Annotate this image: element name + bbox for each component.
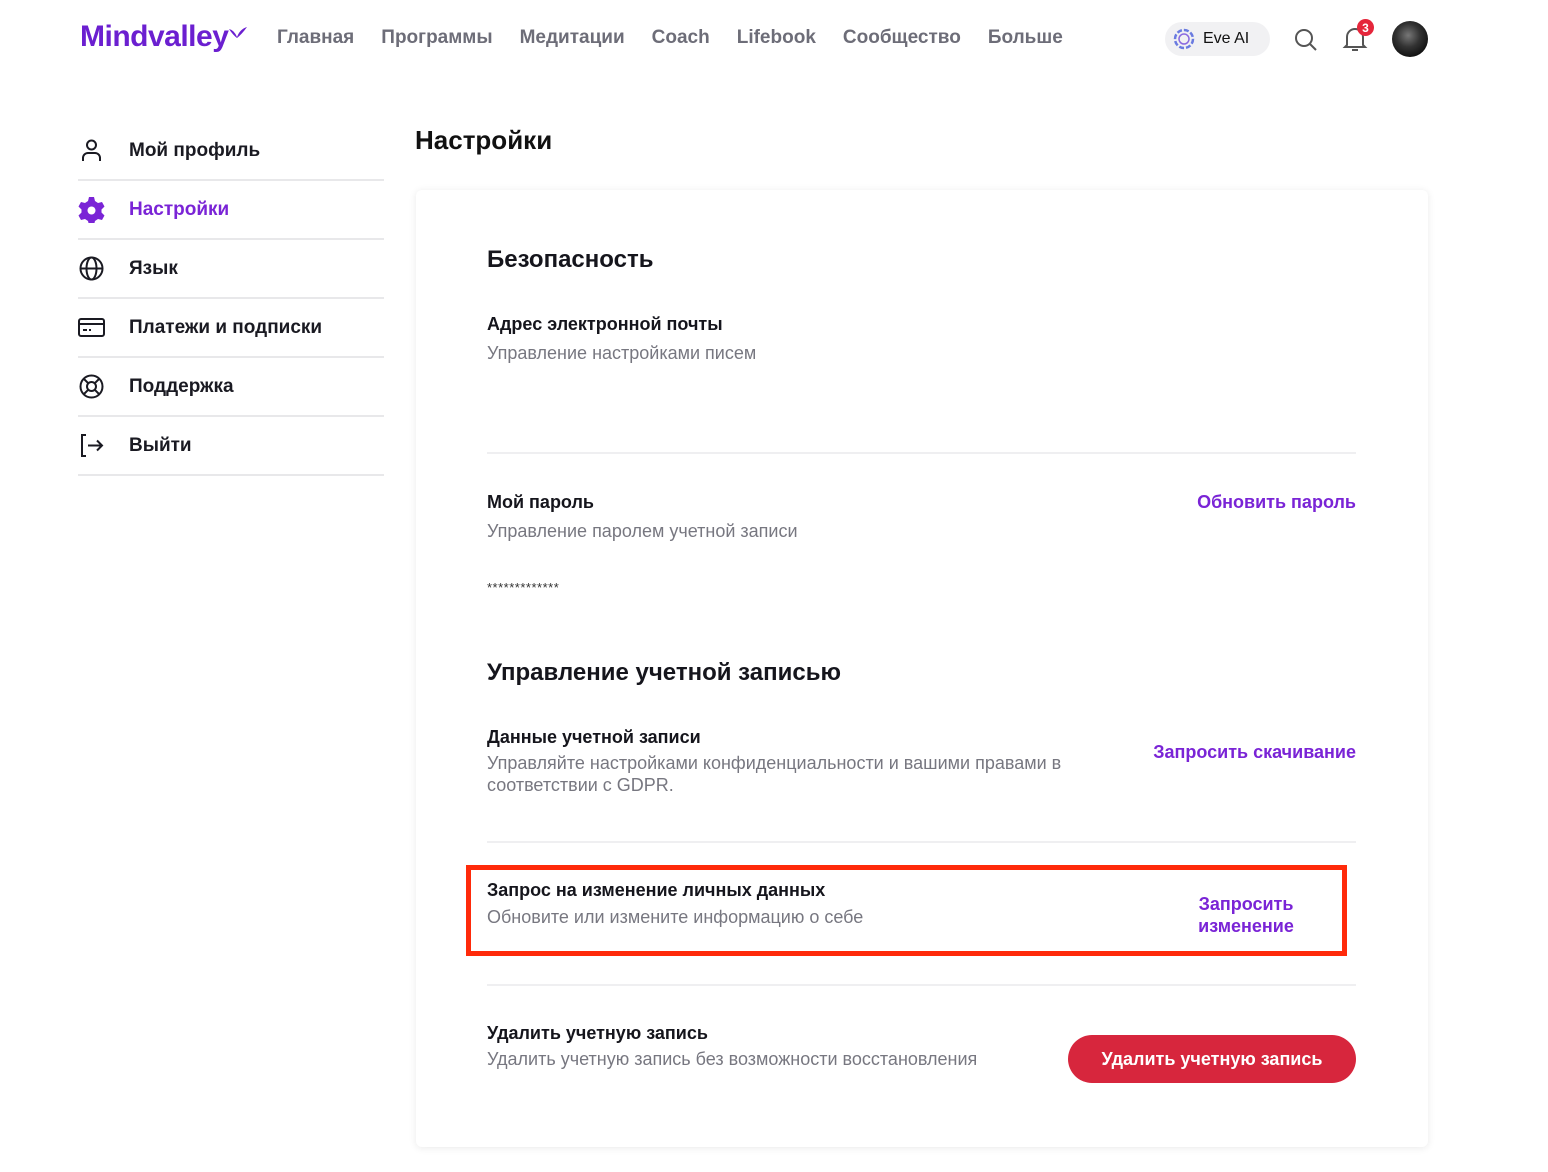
- account-data-label: Данные учетной записи: [487, 727, 701, 747]
- security-heading: Безопасность: [487, 246, 654, 273]
- sidebar-item-support[interactable]: Поддержка: [78, 358, 384, 417]
- nav-lifebook[interactable]: Lifebook: [736, 27, 816, 48]
- search-icon[interactable]: [1293, 27, 1319, 53]
- gear-icon: [78, 197, 105, 223]
- nav-programs[interactable]: Программы: [381, 27, 493, 48]
- sidebar: Мой профиль Настройки Язык Платежи и под…: [78, 122, 384, 476]
- lifebuoy-icon: [79, 374, 104, 399]
- notification-badge: 3: [1357, 19, 1374, 36]
- divider: [487, 984, 1356, 986]
- nav-community[interactable]: Сообщество: [842, 27, 961, 48]
- delete-account-label: Удалить учетную запись: [487, 1023, 708, 1043]
- request-download-link[interactable]: Запросить скачивание: [1153, 742, 1356, 762]
- password-label: Мой пароль: [487, 492, 594, 512]
- password-sub: Управление паролем учетной записи: [487, 521, 798, 541]
- delete-account-sub: Удалить учетную запись без возможности в…: [487, 1049, 978, 1069]
- request-change-link[interactable]: Запросить изменение: [1198, 894, 1294, 936]
- nav-meditations[interactable]: Медитации: [519, 27, 625, 48]
- highlight-box: [466, 865, 1347, 956]
- sidebar-item-logout[interactable]: Выйти: [78, 417, 384, 476]
- page-title: Настройки: [415, 125, 553, 155]
- sidebar-item-profile[interactable]: Мой профиль: [78, 122, 384, 181]
- nav-more[interactable]: Больше: [987, 27, 1063, 48]
- notifications-button[interactable]: 3: [1342, 19, 1374, 53]
- avatar[interactable]: [1392, 21, 1428, 57]
- divider: [487, 841, 1356, 843]
- logout-icon: [81, 434, 104, 457]
- account-heading: Управление учетной записью: [487, 659, 841, 686]
- email-label: Адрес электронной почты: [487, 314, 723, 334]
- nav-home[interactable]: Главная: [277, 27, 355, 48]
- sidebar-item-payments[interactable]: Платежи и подписки: [78, 299, 384, 358]
- password-value: *************: [487, 580, 560, 595]
- settings-card: [416, 190, 1428, 1147]
- change-data-label: Запрос на изменение личных данных: [487, 880, 826, 900]
- divider: [487, 452, 1356, 454]
- sidebar-item-language[interactable]: Язык: [78, 240, 384, 299]
- credit-card-icon: [78, 318, 105, 337]
- logo-mark-icon: [229, 27, 248, 38]
- email-sub: Управление настройками писем: [487, 343, 757, 363]
- eve-ai-button[interactable]: Eve AI: [1165, 22, 1270, 56]
- update-password-link[interactable]: Обновить пароль: [1197, 492, 1356, 512]
- main-nav: Главная Программы Медитации Coach Lifebo…: [277, 27, 1063, 49]
- globe-icon: [79, 256, 104, 281]
- mindvalley-logo[interactable]: Mindvalley: [80, 20, 248, 54]
- delete-account-button[interactable]: Удалить учетную запись: [1068, 1035, 1356, 1083]
- sidebar-item-settings[interactable]: Настройки: [78, 181, 384, 240]
- change-data-sub: Обновите или измените информацию о себе: [487, 907, 864, 927]
- eve-ai-icon: [1173, 28, 1195, 50]
- account-data-sub: Управляйте настройками конфиденциальност…: [487, 753, 1062, 795]
- user-icon: [82, 139, 101, 161]
- nav-coach[interactable]: Coach: [651, 27, 710, 48]
